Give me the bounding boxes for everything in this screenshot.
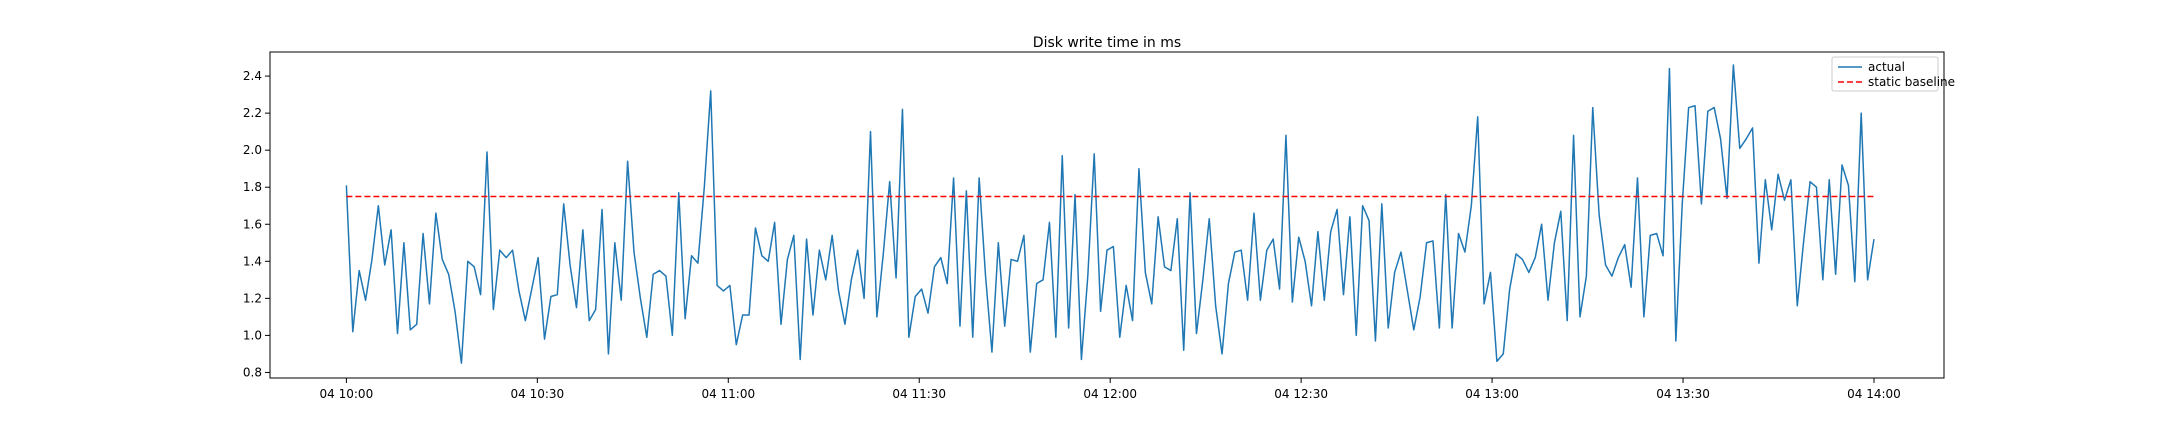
- x-tick-label-1: 04 10:30: [510, 387, 564, 401]
- x-tick-label-8: 04 14:00: [1847, 387, 1901, 401]
- x-tick-label-5: 04 12:30: [1274, 387, 1328, 401]
- legend-label-actual: actual: [1868, 60, 1905, 74]
- y-tick-label-7: 2.2: [243, 106, 262, 120]
- chart-title: Disk write time in ms: [1033, 35, 1181, 51]
- y-tick-label-1: 1.0: [243, 328, 262, 342]
- y-axis: 0.8 1.0 1.2 1.4 1.6 1.8 2.0 2.2 2.4: [243, 69, 270, 379]
- series-line-actual: [345, 64, 1875, 364]
- x-tick-label-7: 04 13:30: [1656, 387, 1710, 401]
- x-tick-label-4: 04 12:00: [1083, 387, 1137, 401]
- y-tick-label-4: 1.6: [243, 217, 262, 231]
- y-tick-label-5: 1.8: [243, 180, 262, 194]
- y-tick-label-0: 0.8: [243, 365, 262, 379]
- axes-frame: [269, 51, 1945, 379]
- x-tick-label-2: 04 11:00: [701, 387, 755, 401]
- y-tick-label-2: 1.2: [243, 291, 262, 305]
- x-tick-label-3: 04 11:30: [892, 387, 946, 401]
- y-tick-label-8: 2.4: [243, 69, 262, 83]
- plot-area: [345, 64, 1875, 364]
- y-tick-label-3: 1.4: [243, 254, 262, 268]
- y-tick-label-6: 2.0: [243, 143, 262, 157]
- x-tick-label-6: 04 13:00: [1465, 387, 1519, 401]
- x-tick-label-0: 04 10:00: [320, 387, 374, 401]
- x-axis: 04 10:00 04 10:30 04 11:00 04 11:30 04 12:00…: [320, 378, 1901, 401]
- legend-label-static-baseline: static baseline: [1868, 75, 1955, 89]
- legend: actual static baseline: [1831, 56, 1955, 92]
